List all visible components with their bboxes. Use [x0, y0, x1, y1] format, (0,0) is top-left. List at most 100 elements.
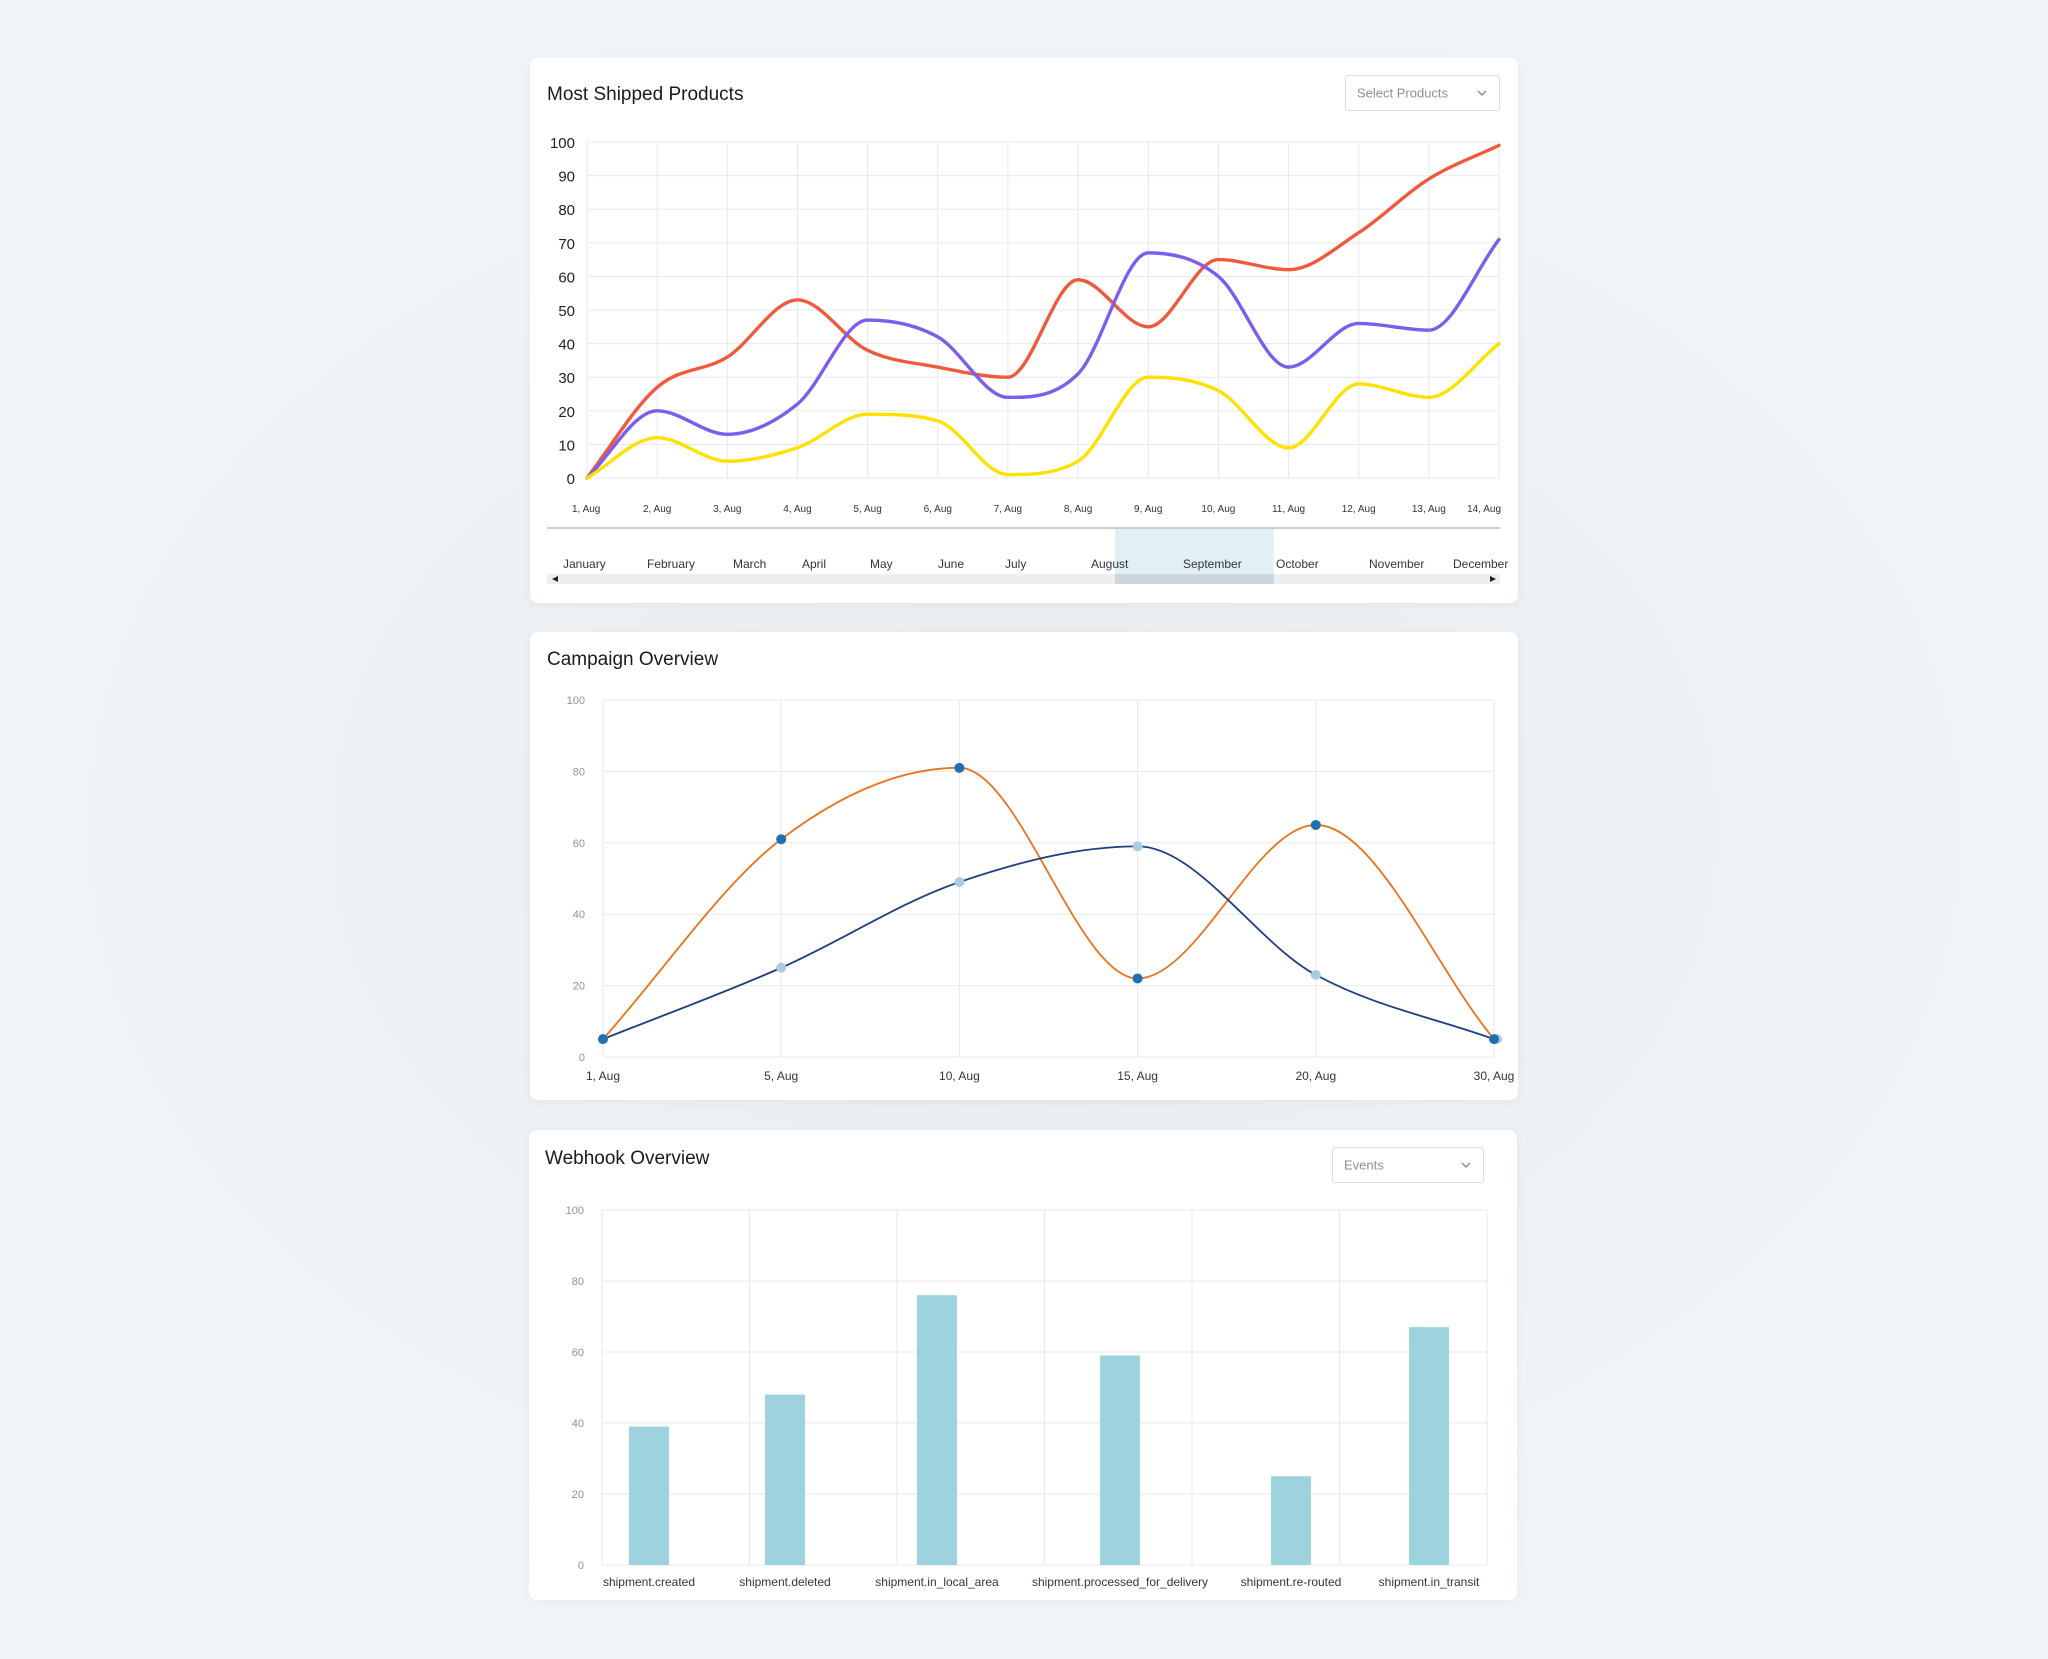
campaign-y-tick-label: 80	[573, 766, 585, 778]
shipped-x-tick-label: 12, Aug	[1342, 504, 1376, 515]
campaign-x-tick-label: 20, Aug	[1295, 1069, 1336, 1083]
webhook-y-tick-label: 60	[572, 1347, 584, 1359]
webhook-bar	[1409, 1327, 1449, 1565]
navigator-month-label: June	[938, 557, 964, 571]
navigator-month-label: March	[733, 557, 766, 571]
shipped-series-line-3	[585, 341, 1501, 480]
shipped-x-tick-label: 11, Aug	[1272, 504, 1305, 515]
campaign-chart: 0 20 40 60 80 100 1, Aug 5, Aug 10, Aug 15, Aug 20…	[567, 695, 1515, 1083]
navigator-month-label: October	[1276, 557, 1319, 571]
webhook-y-tick-label: 20	[572, 1489, 584, 1501]
navigator-month-label: May	[870, 557, 893, 571]
navigator-month-label: September	[1183, 557, 1242, 571]
campaign-data-point	[954, 762, 965, 773]
campaign-x-tick-label: 1, Aug	[586, 1069, 620, 1083]
campaign-x-tick-label: 30, Aug	[1474, 1069, 1515, 1083]
shipped-y-tick-label: 70	[558, 236, 575, 253]
navigator-scrollbar	[547, 574, 1500, 584]
webhook-x-tick-label: shipment.in_transit	[1379, 1575, 1480, 1589]
navigator-month-label: July	[1005, 557, 1026, 571]
shipped-x-tick-label: 13, Aug	[1412, 504, 1446, 515]
navigator-month-label: January	[563, 557, 606, 571]
shipped-y-tick-label: 10	[558, 437, 575, 454]
webhook-bar	[765, 1394, 805, 1565]
campaign-card: Campaign Overview 0 20 40 60 80 100 1, Aug 5, A…	[530, 632, 1518, 1100]
campaign-card-title: Campaign Overview	[547, 649, 719, 670]
shipped-y-tick-label: 0	[567, 471, 575, 488]
campaign-data-point	[776, 962, 787, 973]
shipped-x-tick-label: 10, Aug	[1201, 504, 1235, 515]
shipped-y-tick-label: 80	[558, 202, 575, 219]
shipped-x-tick-label: 2, Aug	[643, 504, 671, 515]
shipped-y-tick-label: 20	[558, 404, 575, 421]
shipped-grid	[586, 141, 1500, 479]
shipped-card: Most Shipped Products Select Products 0 1…	[530, 58, 1518, 603]
campaign-series-line-2	[602, 845, 1495, 1040]
shipped-x-tick-label: 1, Aug	[572, 504, 600, 515]
navigator-month-label: April	[802, 557, 826, 571]
campaign-data-point	[1132, 973, 1143, 984]
webhook-y-tick-label: 40	[572, 1418, 584, 1430]
navigator-month-label: August	[1091, 557, 1129, 571]
webhook-bar	[1100, 1355, 1140, 1565]
campaign-data-point	[776, 834, 787, 845]
events-placeholder: Events	[1344, 1157, 1384, 1173]
shipped-x-tick-label: 8, Aug	[1064, 504, 1092, 515]
shipped-y-tick-label: 30	[558, 370, 575, 387]
scroll-right-arrow-icon[interactable]	[1490, 576, 1496, 582]
shipped-x-tick-label: 6, Aug	[924, 504, 952, 515]
campaign-data-point	[954, 877, 965, 888]
shipped-y-tick-label: 50	[558, 303, 575, 320]
events-dropdown[interactable]: Events	[1332, 1147, 1484, 1183]
shipped-x-tick-label: 3, Aug	[713, 504, 741, 515]
campaign-x-tick-label: 15, Aug	[1117, 1069, 1158, 1083]
shipped-x-tick-label: 4, Aug	[783, 504, 811, 515]
shipped-x-tick-label: 14, Aug	[1467, 504, 1501, 515]
shipped-x-tick-label: 5, Aug	[853, 504, 881, 515]
webhook-y-tick-label: 0	[578, 1560, 584, 1572]
campaign-y-tick-label: 0	[579, 1052, 585, 1064]
campaign-data-point	[1489, 1034, 1499, 1045]
webhook-y-tick-label: 100	[566, 1205, 584, 1217]
shipped-card-title: Most Shipped Products	[547, 84, 744, 105]
campaign-y-tick-label: 60	[573, 838, 585, 850]
webhook-y-tick-label: 80	[572, 1276, 584, 1288]
campaign-y-tick-label: 20	[573, 981, 585, 993]
chevron-down-icon	[1461, 1162, 1471, 1168]
select-products-placeholder: Select Products	[1357, 85, 1449, 101]
shipped-y-tick-label: 40	[558, 337, 575, 354]
campaign-data-point	[1132, 841, 1143, 852]
shipped-x-tick-label: 7, Aug	[994, 504, 1022, 515]
webhook-chart: 0 20 40 60 80 100 shipment.created shipment.del…	[566, 1205, 1488, 1589]
webhook-x-tick-label: shipment.created	[603, 1575, 695, 1589]
campaign-series-line-1	[602, 766, 1495, 1040]
navigator-month-label: November	[1369, 557, 1424, 571]
shipped-series-line-1	[585, 143, 1501, 480]
shipped-y-tick-label: 90	[558, 169, 575, 186]
select-products-dropdown[interactable]: Select Products	[1345, 75, 1500, 111]
webhook-card: Webhook Overview Events 0 20 40 60 80 100 ship…	[529, 1130, 1517, 1600]
webhook-bar	[629, 1426, 669, 1565]
scroll-left-arrow-icon[interactable]	[552, 576, 558, 582]
navigator-month-label: February	[647, 557, 695, 571]
webhook-bar	[1271, 1476, 1311, 1565]
shipped-series-line-2	[585, 237, 1501, 480]
navigator-month-label: December	[1453, 557, 1508, 571]
campaign-y-tick-label: 40	[573, 909, 585, 921]
shipped-y-tick-label: 60	[558, 269, 575, 286]
navigator-scrollbar-thumb	[1114, 574, 1274, 584]
webhook-bar	[917, 1295, 957, 1565]
webhook-x-tick-label: shipment.processed_for_delivery	[1032, 1575, 1208, 1589]
campaign-x-tick-label: 5, Aug	[764, 1069, 798, 1083]
shipped-x-tick-label: 9, Aug	[1134, 504, 1162, 515]
webhook-x-tick-label: shipment.re-routed	[1241, 1575, 1342, 1589]
campaign-x-tick-label: 10, Aug	[939, 1069, 980, 1083]
campaign-data-point	[1310, 969, 1321, 980]
webhook-x-tick-label: shipment.deleted	[739, 1575, 830, 1589]
webhook-card-title: Webhook Overview	[545, 1148, 710, 1169]
shipped-chart: 0 10 20 30 40 50 60 70 80 90 100 1, Aug 2, Aug 3, Aug…	[547, 135, 1508, 584]
campaign-data-point	[598, 1034, 608, 1045]
campaign-data-point	[1310, 819, 1321, 830]
chevron-down-icon	[1477, 90, 1487, 96]
shipped-y-tick-label: 100	[550, 135, 575, 152]
